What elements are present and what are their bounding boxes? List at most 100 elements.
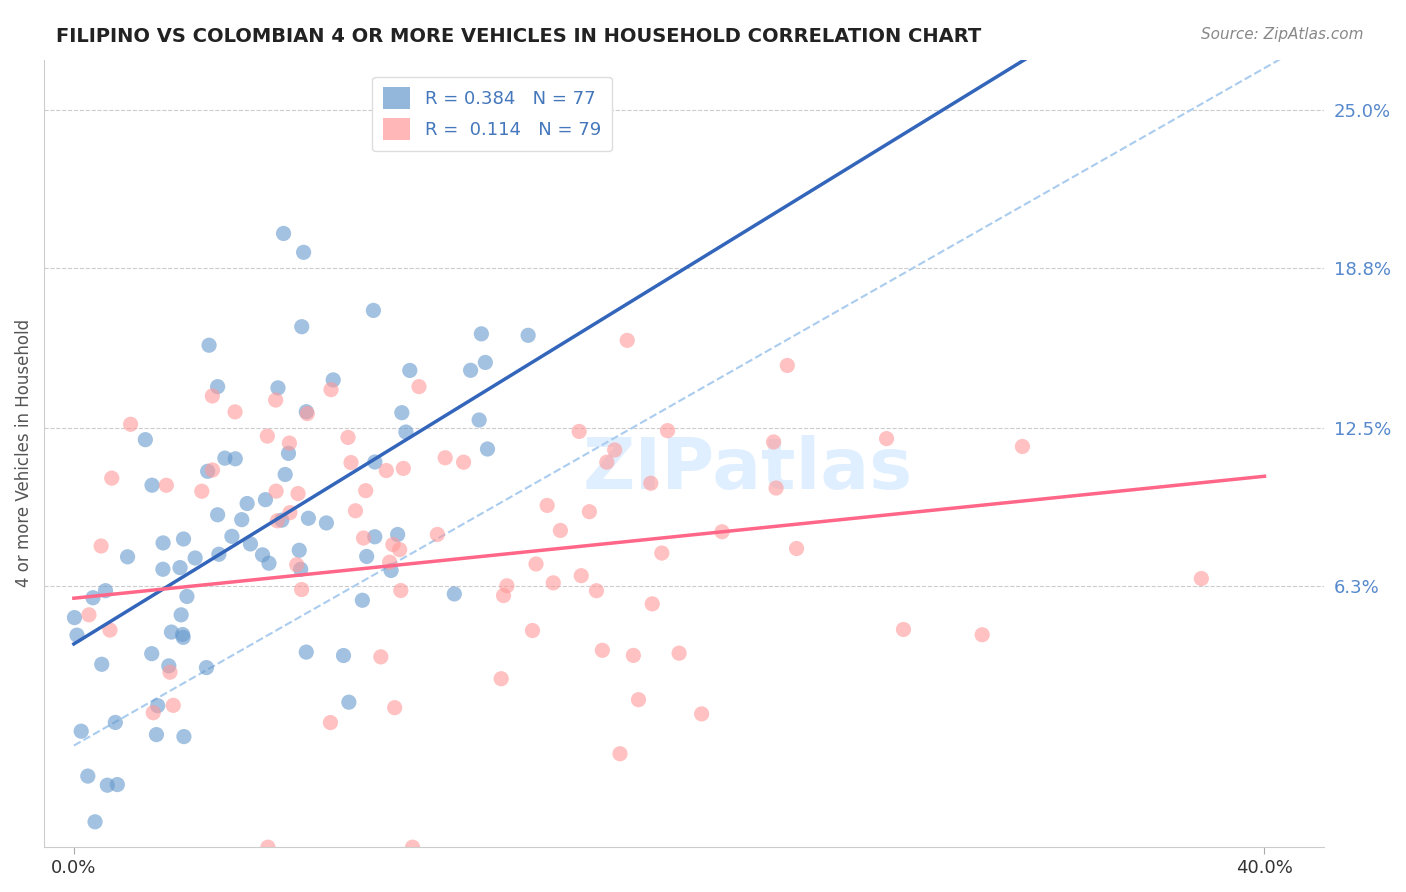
- Colombians: [278, 506, 301, 520]
- Filipinos: [90, 657, 112, 672]
- Colombians: [627, 692, 650, 706]
- Colombians: [201, 389, 224, 403]
- Filipinos: [63, 610, 86, 624]
- Filipinos: [76, 769, 98, 783]
- Filipinos: [157, 659, 180, 673]
- Filipinos: [273, 227, 295, 241]
- Colombians: [489, 672, 512, 686]
- Filipinos: [146, 698, 169, 713]
- Filipinos: [337, 695, 360, 709]
- Legend: R = 0.384   N = 77, R =  0.114   N = 79: R = 0.384 N = 77, R = 0.114 N = 79: [373, 77, 612, 152]
- Colombians: [591, 643, 613, 657]
- Colombians: [90, 539, 112, 553]
- Filipinos: [214, 451, 236, 466]
- Colombians: [972, 628, 994, 642]
- Colombians: [344, 504, 367, 518]
- Filipinos: [398, 363, 420, 377]
- Colombians: [389, 583, 412, 598]
- Filipinos: [295, 645, 318, 659]
- Y-axis label: 4 or more Vehicles in Household: 4 or more Vehicles in Household: [15, 319, 32, 588]
- Filipinos: [207, 379, 229, 393]
- Filipinos: [332, 648, 354, 663]
- Filipinos: [134, 433, 156, 447]
- Filipinos: [460, 363, 482, 377]
- Colombians: [543, 575, 565, 590]
- Colombians: [340, 456, 363, 470]
- Colombians: [353, 531, 375, 545]
- Filipinos: [291, 319, 314, 334]
- Filipinos: [117, 549, 139, 564]
- Colombians: [98, 623, 121, 637]
- Colombians: [578, 505, 600, 519]
- Colombians: [319, 715, 342, 730]
- Colombians: [319, 383, 342, 397]
- Filipinos: [252, 548, 274, 562]
- Filipinos: [70, 724, 93, 739]
- Filipinos: [380, 564, 402, 578]
- Filipinos: [364, 455, 387, 469]
- Filipinos: [270, 513, 292, 527]
- Colombians: [434, 450, 457, 465]
- Filipinos: [176, 590, 198, 604]
- Filipinos: [94, 583, 117, 598]
- Colombians: [426, 527, 449, 541]
- Filipinos: [105, 778, 128, 792]
- Filipinos: [96, 778, 118, 792]
- Colombians: [524, 557, 547, 571]
- Colombians: [264, 484, 287, 499]
- Filipinos: [198, 338, 221, 352]
- Colombians: [621, 648, 644, 663]
- Filipinos: [208, 547, 231, 561]
- Filipinos: [170, 607, 193, 622]
- Colombians: [536, 499, 558, 513]
- Filipinos: [160, 625, 183, 640]
- Colombians: [337, 430, 360, 444]
- Filipinos: [477, 442, 499, 456]
- Colombians: [641, 597, 664, 611]
- Text: ZIPatlas: ZIPatlas: [583, 434, 912, 504]
- Colombians: [297, 407, 319, 421]
- Filipinos: [267, 381, 290, 395]
- Colombians: [264, 392, 287, 407]
- Filipinos: [152, 536, 174, 550]
- Colombians: [765, 481, 787, 495]
- Colombians: [453, 455, 475, 469]
- Colombians: [776, 359, 799, 373]
- Filipinos: [364, 530, 387, 544]
- Colombians: [77, 607, 100, 622]
- Colombians: [381, 538, 404, 552]
- Colombians: [384, 700, 406, 714]
- Colombians: [522, 624, 544, 638]
- Colombians: [569, 568, 592, 582]
- Filipinos: [277, 446, 299, 460]
- Filipinos: [221, 529, 243, 543]
- Colombians: [496, 579, 519, 593]
- Colombians: [603, 442, 626, 457]
- Colombians: [120, 417, 142, 432]
- Filipinos: [141, 647, 163, 661]
- Filipinos: [231, 513, 253, 527]
- Colombians: [142, 706, 165, 720]
- Filipinos: [468, 413, 491, 427]
- Colombians: [291, 582, 314, 597]
- Filipinos: [82, 591, 104, 605]
- Filipinos: [207, 508, 229, 522]
- Colombians: [375, 464, 398, 478]
- Text: Source: ZipAtlas.com: Source: ZipAtlas.com: [1201, 27, 1364, 42]
- Filipinos: [145, 728, 167, 742]
- Colombians: [651, 546, 673, 560]
- Colombians: [893, 623, 915, 637]
- Colombians: [616, 334, 638, 348]
- Colombians: [257, 840, 280, 855]
- Filipinos: [195, 660, 218, 674]
- Filipinos: [352, 593, 374, 607]
- Text: FILIPINO VS COLOMBIAN 4 OR MORE VEHICLES IN HOUSEHOLD CORRELATION CHART: FILIPINO VS COLOMBIAN 4 OR MORE VEHICLES…: [56, 27, 981, 45]
- Filipinos: [322, 373, 344, 387]
- Filipinos: [236, 496, 259, 510]
- Colombians: [1189, 572, 1212, 586]
- Colombians: [1011, 440, 1033, 454]
- Filipinos: [292, 245, 315, 260]
- Filipinos: [474, 355, 496, 369]
- Colombians: [191, 484, 214, 499]
- Colombians: [285, 558, 308, 572]
